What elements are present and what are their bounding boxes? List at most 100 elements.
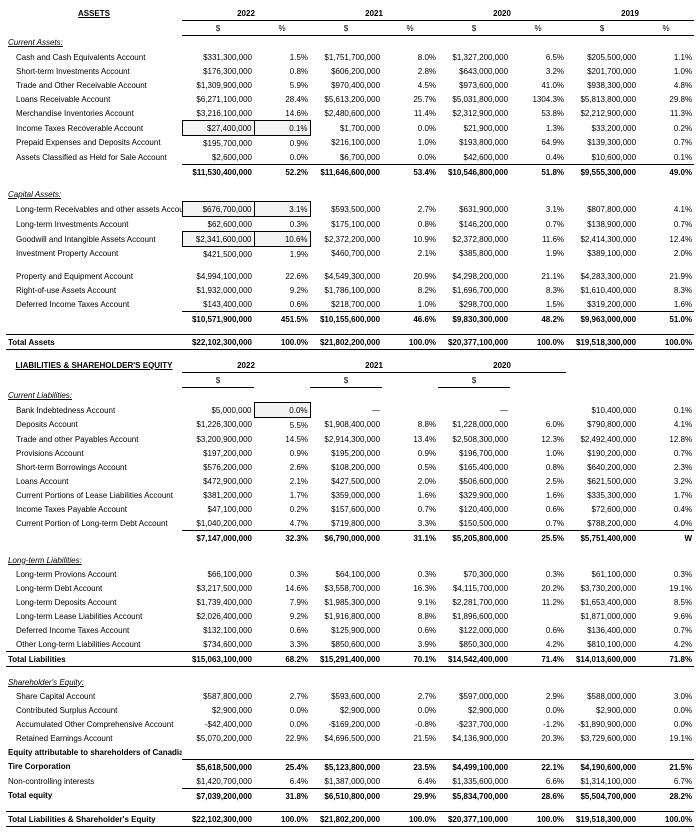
percent-cell: 1.1% [638, 50, 694, 64]
amount-cell: $3,200,900,000 [182, 432, 254, 446]
amount-cell: $1,696,700,000 [438, 283, 510, 297]
amount-cell: $597,000,000 [438, 689, 510, 703]
percent-cell: 2.0% [382, 474, 438, 488]
amount-cell: $5,751,400,000 [566, 531, 638, 546]
percent-cell: 0.7% [510, 217, 566, 232]
amount-cell: $335,300,000 [566, 488, 638, 502]
amount-cell: $10,400,000 [566, 403, 638, 418]
amount-cell: $61,100,000 [566, 567, 638, 581]
line-item-label: Current Portion of Long-term Debt Accoun… [6, 516, 182, 531]
percent-cell: 5.9% [254, 78, 310, 92]
amount-cell: $10,546,800,000 [438, 165, 510, 180]
percent-cell: 2.8% [382, 64, 438, 78]
amount-cell: $2,212,900,000 [566, 106, 638, 121]
percent-cell: 3.3% [254, 637, 310, 652]
percent-cell: 0.6% [254, 297, 310, 312]
percent-cell: 0.6% [510, 623, 566, 637]
percent-cell: 2.7% [382, 689, 438, 703]
amount-cell: $64,100,000 [310, 567, 382, 581]
percent-cell: 20.9% [382, 269, 438, 283]
amount-cell: $1,314,100,000 [566, 774, 638, 789]
percent-cell: 12.3% [510, 432, 566, 446]
percent-cell: -0.8% [382, 717, 438, 731]
amount-cell: $195,200,000 [310, 446, 382, 460]
line-item-label: Provisions Account [6, 446, 182, 460]
percent-cell: 4.2% [638, 637, 694, 652]
percent-cell: 21.5% [638, 760, 694, 775]
line-item-label: Assets Classified as Held for Sale Accou… [6, 150, 182, 165]
percent-cell: 6.4% [382, 774, 438, 789]
percent-cell: 4.1% [638, 418, 694, 433]
percent-cell: 0.2% [638, 121, 694, 136]
year-header: 2020 [438, 6, 566, 21]
amount-cell: $138,900,000 [566, 217, 638, 232]
percent-cell: 0.7% [638, 217, 694, 232]
percent-cell: 28.4% [254, 92, 310, 106]
percent-cell: 1.0% [382, 136, 438, 151]
line-item-label: Trade and other Payables Account [6, 432, 182, 446]
line-item-label: Deferred Income Taxes Account [6, 297, 182, 312]
amount-cell: $5,000,000 [182, 403, 254, 418]
amount-cell: $329,900,000 [438, 488, 510, 502]
amount-cell: $70,300,000 [438, 567, 510, 581]
amount-cell: -$237,700,000 [438, 717, 510, 731]
percent-cell: 2.1% [382, 247, 438, 262]
amount-cell: $11,646,600,000 [310, 165, 382, 180]
line-item-label: Merchandise Inventories Account [6, 106, 182, 121]
percent-cell: 3.1% [254, 202, 310, 217]
amount-cell: $62,600,000 [182, 217, 254, 232]
amount-cell: $1,653,400,000 [566, 595, 638, 609]
total-assets-label: Total Assets [6, 335, 182, 350]
line-item-label: Long-term Debt Account [6, 581, 182, 595]
amount-cell: $2,914,300,000 [310, 432, 382, 446]
amount-cell: $5,834,700,000 [438, 789, 510, 804]
amount-cell: $640,200,000 [566, 460, 638, 474]
percent-cell: 8.3% [510, 283, 566, 297]
percent-cell: 0.8% [382, 217, 438, 232]
amount-cell: $2,281,700,000 [438, 595, 510, 609]
longterm-liab-header: Long-term Liabilities: [6, 553, 182, 567]
amount-cell: $506,600,000 [438, 474, 510, 488]
amount-cell: $973,600,000 [438, 78, 510, 92]
percent-cell: 2.1% [254, 474, 310, 488]
percent-cell: 0.3% [638, 567, 694, 581]
percent-cell: 100.0% [254, 335, 310, 350]
amount-cell: $5,205,800,000 [438, 531, 510, 546]
percent-cell: 0.6% [510, 502, 566, 516]
amount-cell: $1,739,400,000 [182, 595, 254, 609]
liab-eq-title: LIABILITIES & SHAREHOLDER'S EQUITY [6, 358, 182, 373]
percent-cell: 100.0% [638, 812, 694, 827]
amount-cell: $1,916,800,000 [310, 609, 382, 623]
percent-cell: 23.5% [382, 760, 438, 775]
percent-cell: 0.4% [638, 502, 694, 516]
percent-cell: 53.4% [382, 165, 438, 180]
amount-cell: $385,800,000 [438, 247, 510, 262]
line-item-label: Long-term Provions Account [6, 567, 182, 581]
percent-cell: 2.9% [510, 689, 566, 703]
amount-cell: $4,283,300,000 [566, 269, 638, 283]
amount-cell: $33,200,000 [566, 121, 638, 136]
percent-cell: 0.1% [638, 150, 694, 165]
amount-cell: $4,115,700,000 [438, 581, 510, 595]
amount-cell: $298,700,000 [438, 297, 510, 312]
amount-cell: $5,618,500,000 [182, 760, 254, 775]
percent-cell: 0.5% [382, 460, 438, 474]
line-item-label: Accumulated Other Comprehensive Account [6, 717, 182, 731]
percent-cell: 20.2% [510, 581, 566, 595]
percent-cell: 1.0% [638, 64, 694, 78]
percent-cell: 1.5% [510, 297, 566, 312]
line-item-label: Prepaid Expenses and Deposits Account [6, 136, 182, 151]
percent-cell: 0.7% [638, 136, 694, 151]
percent-cell: 3.9% [382, 637, 438, 652]
line-item-label: Income Taxes Payable Account [6, 502, 182, 516]
percent-cell: 29.8% [638, 92, 694, 106]
percent-cell: 52.2% [254, 165, 310, 180]
amount-cell: $2,900,000 [182, 703, 254, 717]
percent-cell: 1.0% [382, 297, 438, 312]
percent-cell: 0.0% [382, 121, 438, 136]
percent-cell: 14.6% [254, 106, 310, 121]
percent-cell: 0.0% [382, 150, 438, 165]
year-header: 2022 [182, 358, 310, 373]
amount-cell: $4,696,500,000 [310, 731, 382, 745]
percent-cell: 31.1% [382, 531, 438, 546]
